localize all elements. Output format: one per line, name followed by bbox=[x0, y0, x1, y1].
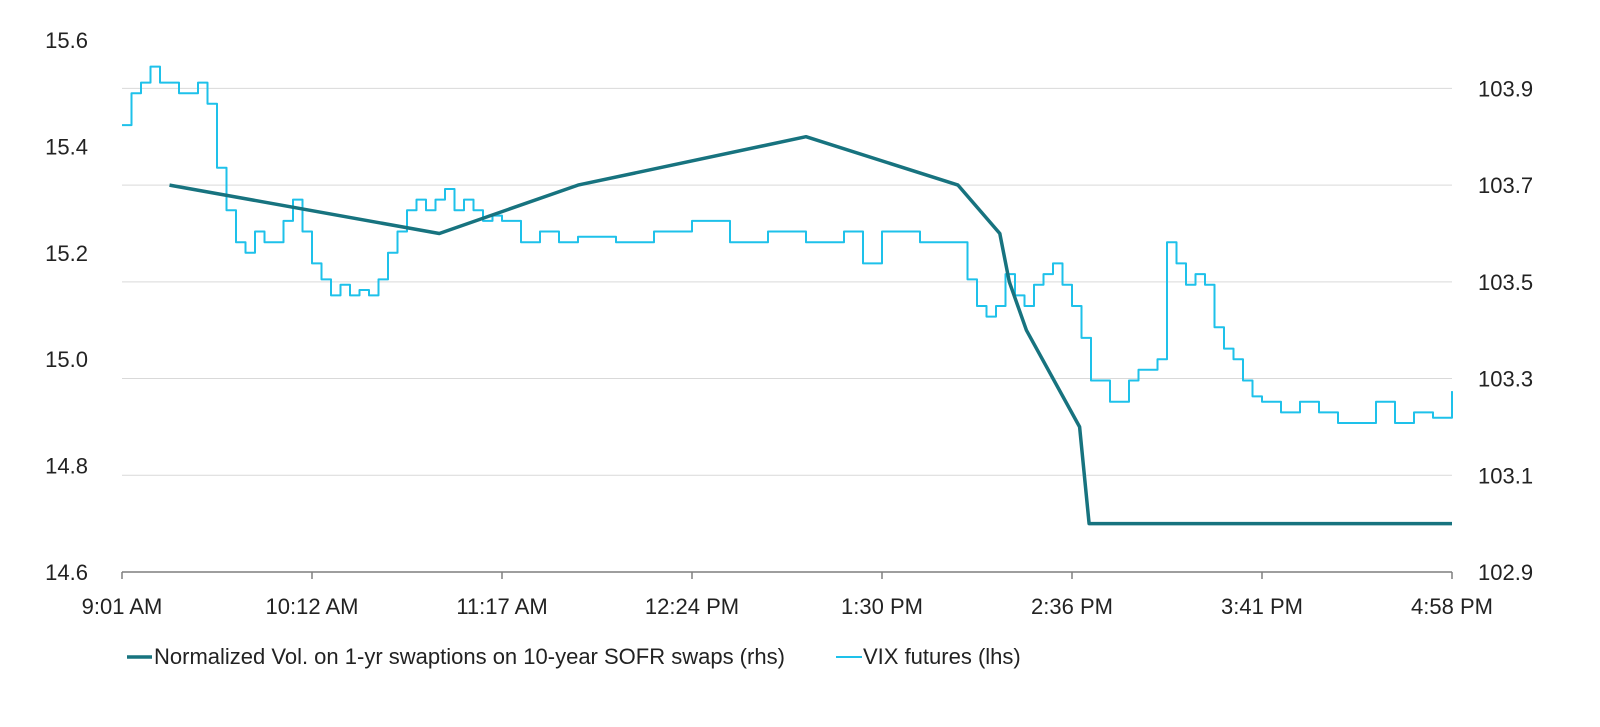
x-tick-label: 12:24 PM bbox=[645, 594, 739, 619]
x-tick-label: 1:30 PM bbox=[841, 594, 923, 619]
x-tick-label: 9:01 AM bbox=[82, 594, 163, 619]
right-y-tick-label: 103.9 bbox=[1478, 76, 1533, 101]
gridlines bbox=[122, 87, 1452, 476]
legend-label-vix-futures: VIX futures (lhs) bbox=[863, 644, 1021, 669]
left-y-tick-label: 15.4 bbox=[45, 134, 88, 159]
left-y-tick-label: 14.6 bbox=[45, 560, 88, 585]
right-y-tick-label: 103.3 bbox=[1478, 367, 1533, 392]
x-axis-ticks: 9:01 AM 10:12 AM 11:17 AM 12:24 PM 1:30 PM 2:… bbox=[82, 572, 1493, 619]
right-y-tick-label: 103.5 bbox=[1478, 270, 1533, 295]
x-tick-label: 11:17 AM bbox=[456, 594, 547, 619]
x-tick-label: 10:12 AM bbox=[266, 594, 359, 619]
series-layer bbox=[122, 65, 1453, 526]
left-y-tick-label: 15.6 bbox=[45, 28, 88, 53]
series-normalized-vol bbox=[169, 134, 1452, 526]
legend: Normalized Vol. on 1-yr swaptions on 10-… bbox=[127, 644, 1021, 669]
right-y-tick-label: 103.1 bbox=[1478, 463, 1533, 488]
right-y-tick-label: 103.7 bbox=[1478, 173, 1533, 198]
left-y-tick-label: 15.2 bbox=[45, 241, 88, 266]
series-vix-futures bbox=[122, 65, 1453, 424]
right-y-tick-label: 102.9 bbox=[1478, 560, 1533, 585]
left-y-tick-label: 14.8 bbox=[45, 454, 88, 479]
left-y-axis: 14.6 14.8 15.0 15.2 15.4 15.6 bbox=[45, 28, 88, 585]
x-tick-label: 4:58 PM bbox=[1411, 594, 1493, 619]
x-tick-label: 3:41 PM bbox=[1221, 594, 1303, 619]
legend-label-normalized-vol: Normalized Vol. on 1-yr swaptions on 10-… bbox=[154, 644, 785, 669]
x-tick-label: 2:36 PM bbox=[1031, 594, 1113, 619]
left-y-tick-label: 15.0 bbox=[45, 347, 88, 372]
right-y-axis: 102.9 103.1 103.3 103.5 103.7 103.9 bbox=[1478, 76, 1533, 585]
